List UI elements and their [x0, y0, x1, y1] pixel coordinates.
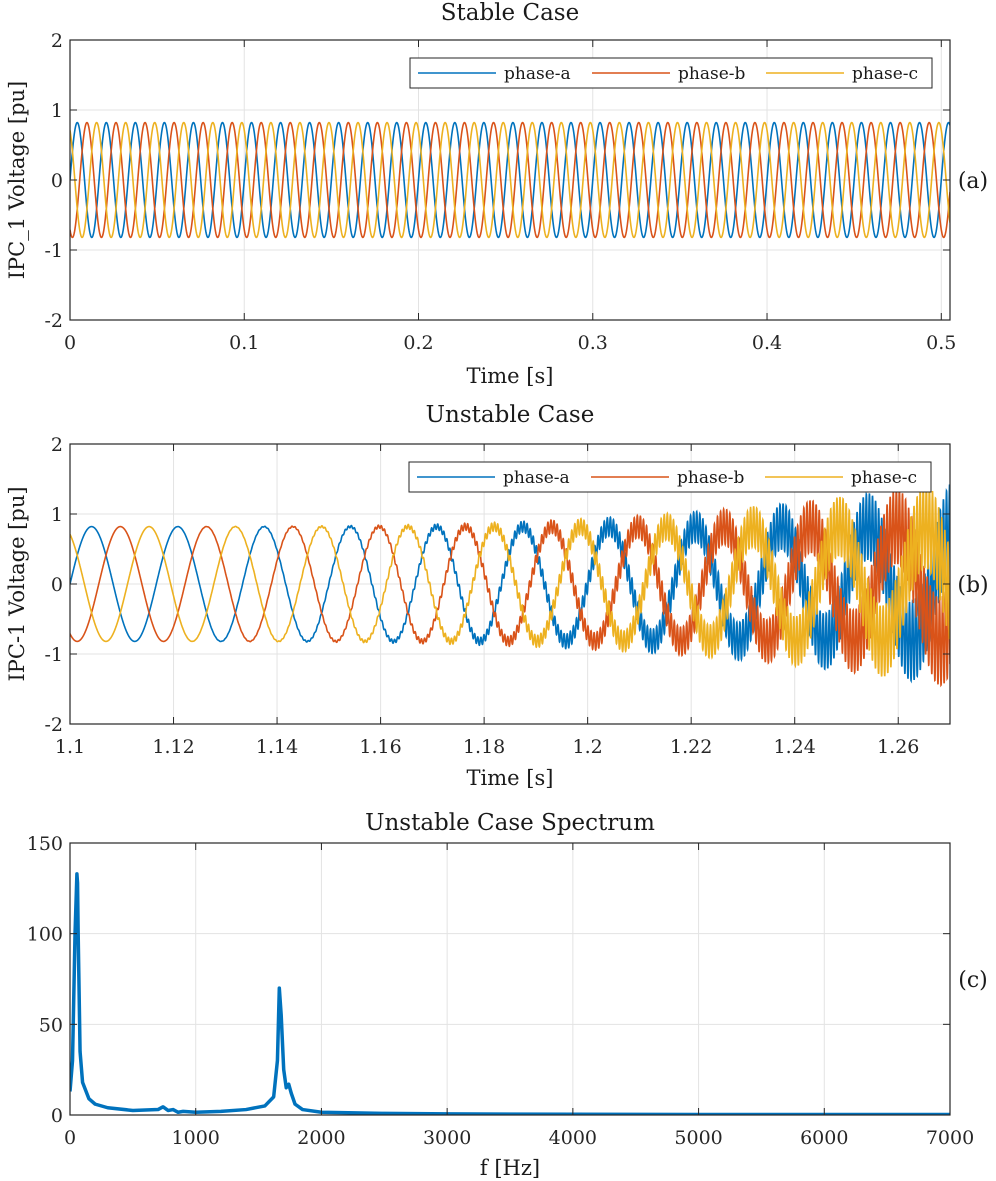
spectrum-series — [70, 872, 950, 1115]
x-tick-label: 4000 — [549, 1127, 597, 1149]
plot-area — [70, 484, 950, 688]
x-tick-label: 0 — [64, 1127, 76, 1149]
x-tick-label: 0.5 — [926, 332, 956, 354]
y-tick-label: 100 — [27, 924, 63, 946]
series-phase-c — [70, 484, 950, 677]
legend: phase-a phase-b phase-c — [408, 461, 932, 493]
series-phase-a — [70, 121, 950, 239]
chart-title: Unstable Case Spectrum — [365, 810, 655, 836]
plot-area — [70, 121, 950, 239]
x-tick-label: 2000 — [297, 1127, 345, 1149]
y-tick-label: 150 — [27, 833, 63, 855]
legend-entry-phase-b: phase-b — [678, 64, 745, 84]
y-tick-label: -1 — [44, 644, 63, 666]
x-axis-label: Time [s] — [467, 766, 554, 790]
x-axis-label: Time [s] — [467, 364, 554, 388]
x-tick-label: 7000 — [926, 1127, 974, 1149]
x-tick-label: 1.1 — [55, 736, 85, 758]
x-tick-label: 1.2 — [573, 736, 603, 758]
x-tick-label: 1.22 — [670, 736, 712, 758]
y-tick-label: -2 — [44, 310, 63, 332]
x-tick-label: 0.1 — [229, 332, 259, 354]
x-tick-label: 1.14 — [256, 736, 298, 758]
chart-2: 1.1 1.12 1.14 1.16 1.18 1.2 1.22 1.24 1.26 -2 -1 0 1… — [5, 402, 989, 790]
y-tick-label: 1 — [51, 100, 63, 122]
y-tick-label: 1 — [51, 504, 63, 526]
y-axis-label: IPC-1 Voltage [pu] — [5, 486, 29, 681]
axes-frame — [69, 842, 951, 1116]
y-tick-label: 0 — [51, 1105, 63, 1127]
x-tick-label: 1.18 — [463, 736, 505, 758]
legend-entry-phase-c: phase-c — [851, 468, 917, 488]
panel-label: (c) — [958, 968, 988, 993]
series-phase-c — [70, 121, 950, 239]
plot-area — [70, 872, 950, 1115]
x-tick-label: 1.16 — [359, 736, 401, 758]
x-tick-label: 0.3 — [578, 332, 608, 354]
y-tick-label: -2 — [44, 714, 63, 736]
x-axis-label: f [Hz] — [480, 1156, 540, 1180]
y-tick-label: 2 — [51, 434, 63, 456]
chart-3: 0 1000 2000 3000 4000 5000 6000 7000 0 50 100 150 Un… — [27, 810, 988, 1180]
y-tick-label: 0 — [51, 170, 63, 192]
y-tick-label: 0 — [51, 574, 63, 596]
y-tick-label: 50 — [39, 1014, 63, 1036]
x-tick-label: 1.12 — [152, 736, 194, 758]
x-tick-label: 5000 — [674, 1127, 722, 1149]
x-tick-label: 0 — [64, 332, 76, 354]
x-tick-label: 6000 — [800, 1127, 848, 1149]
y-axis-label: IPC_1 Voltage [pu] — [5, 81, 29, 280]
series-phase-b — [70, 487, 950, 688]
chart-title: Unstable Case — [426, 402, 595, 428]
legend-entry-phase-a: phase-a — [503, 468, 570, 488]
legend: phase-a phase-b phase-c — [409, 57, 933, 89]
legend-entry-phase-a: phase-a — [504, 64, 571, 84]
x-tick-label: 0.4 — [752, 332, 782, 354]
y-tick-label: 2 — [51, 30, 63, 52]
x-tick-label: 1.24 — [774, 736, 816, 758]
x-tick-label: 0.2 — [403, 332, 433, 354]
x-tick-label: 1.26 — [877, 736, 919, 758]
legend-entry-phase-c: phase-c — [852, 64, 918, 84]
x-tick-label: 1000 — [172, 1127, 220, 1149]
panel-label: (a) — [958, 169, 988, 194]
chart-1: 0 0.1 0.2 0.3 0.4 0.5 -2 -1 0 1 2 Stable Case Time [… — [5, 0, 988, 388]
panel-label: (b) — [957, 573, 988, 598]
chart-title: Stable Case — [441, 0, 579, 26]
y-tick-label: -1 — [44, 240, 63, 262]
x-tick-label: 3000 — [423, 1127, 471, 1149]
legend-entry-phase-b: phase-b — [677, 468, 744, 488]
